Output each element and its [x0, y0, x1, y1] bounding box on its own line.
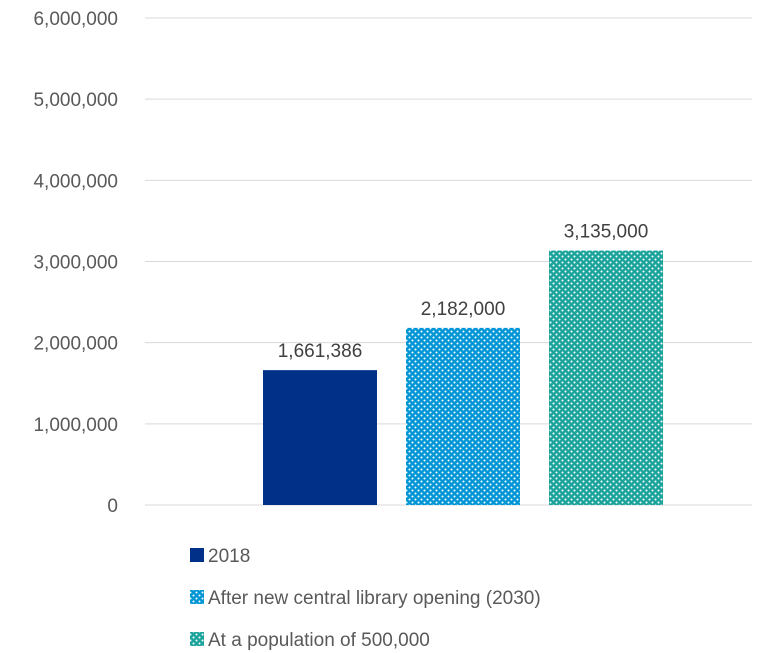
- y-tick-label: 6,000,000: [33, 9, 118, 30]
- legend-label: At a population of 500,000: [208, 630, 430, 651]
- y-tick-label: 4,000,000: [33, 171, 118, 192]
- legend-label: After new central library opening (2030): [208, 588, 541, 609]
- bar: [406, 327, 520, 505]
- y-tick-label: 0: [107, 496, 118, 517]
- legend-swatch: [190, 632, 204, 646]
- data-labels: 1,661,386 2,182,000 3,135,000: [278, 222, 649, 363]
- y-tick-label: 1,000,000: [33, 415, 118, 436]
- data-label: 3,135,000: [564, 222, 649, 243]
- data-label: 2,182,000: [421, 299, 506, 320]
- legend-swatch: [190, 590, 204, 604]
- y-tick-label: 5,000,000: [33, 90, 118, 111]
- y-tick-label: 2,000,000: [33, 334, 118, 355]
- legend-label: 2018: [208, 546, 250, 567]
- data-label: 1,661,386: [278, 341, 363, 362]
- legend: 2018 After new central library opening (2…: [190, 546, 541, 651]
- bars: [263, 250, 663, 505]
- bar: [549, 250, 663, 505]
- y-tick-label: 3,000,000: [33, 253, 118, 274]
- legend-swatch: [190, 548, 204, 562]
- bar: [263, 370, 377, 505]
- y-axis: 0 1,000,000 2,000,000 3,000,000 4,000,000 5,0…: [33, 9, 118, 517]
